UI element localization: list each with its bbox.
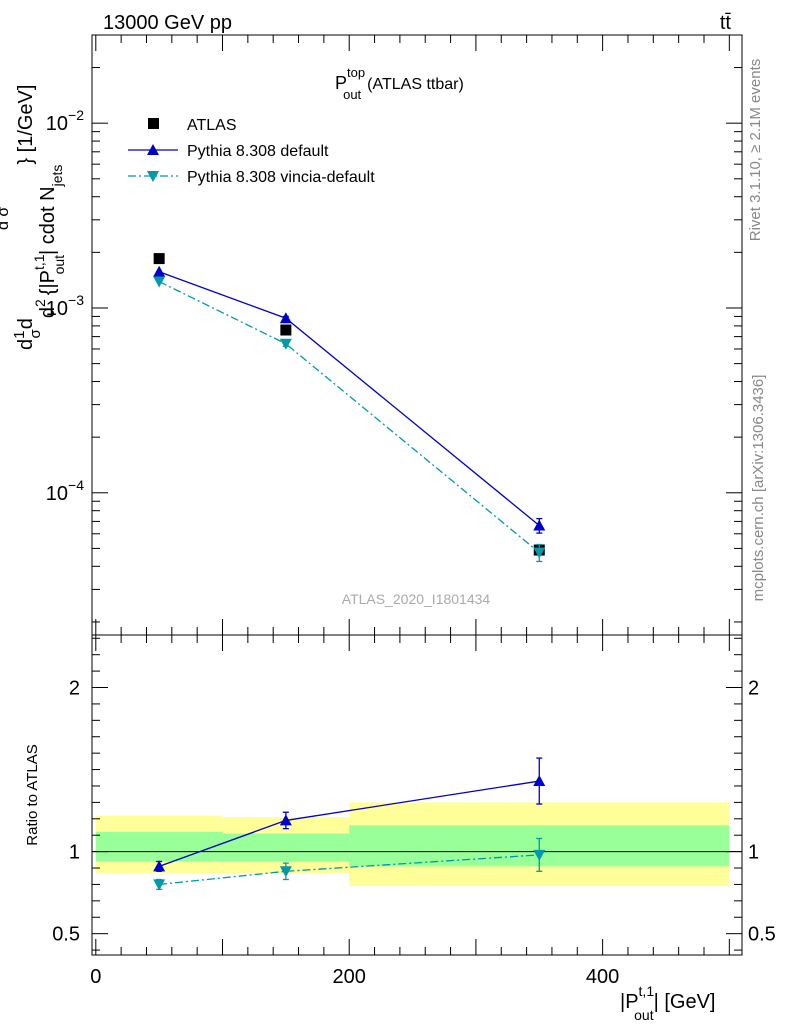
main-y-tick-label: 10−2 xyxy=(46,107,84,135)
ylabel-cdot: | cdot N xyxy=(37,186,59,255)
y-axis-label-numerator: d σfid xyxy=(0,194,12,230)
ylabel-frac-top: 1 xyxy=(11,331,28,339)
uncertainty-band-green xyxy=(222,833,350,862)
plot-title: Ptop out (ATLAS ttbar) xyxy=(335,65,464,102)
ylabel-p-sub: out xyxy=(51,255,67,275)
x-tick-label: 0 xyxy=(90,966,101,988)
data-point-atlas xyxy=(153,253,165,265)
legend: ATLAS Pythia 8.308 default Pythia 8.308 … xyxy=(128,117,375,186)
ratio-axis-ticks: 0.5 0.5 1 1 2 2 0 200 400 xyxy=(52,635,776,988)
ylabel-d2: d xyxy=(37,307,59,318)
ratio-y-tick-label-right: 0.5 xyxy=(748,924,776,946)
main-panel: 10−4 10−3 10−2 Ptop out (ATLAS ttbar) ATLAS_… xyxy=(0,34,743,636)
energy-label: 13000 GeV pp xyxy=(103,12,232,34)
x-tick-label: 200 xyxy=(333,966,366,988)
main-axis-ticks: 10−4 10−3 10−2 xyxy=(46,34,742,635)
legend-marker-vincia xyxy=(147,171,159,182)
ratio-point-default xyxy=(279,814,292,826)
xlabel-suffix: | [GeV] xyxy=(654,991,716,1013)
legend-label-atlas: ATLAS xyxy=(187,117,237,134)
xlabel-sup: t,1 xyxy=(639,983,655,999)
ratio-point-vincia xyxy=(153,879,166,891)
analysis-watermark: ATLAS_2020_I1801434 xyxy=(342,591,491,607)
main-series xyxy=(153,253,546,563)
ylabel-p-sup: t,1 xyxy=(31,254,47,270)
ylabel-cdot-sub: jets xyxy=(49,165,65,188)
y-axis-label: d1σdd2{|Pt,1 out| cdot Njets} [1/GeV] xyxy=(11,85,67,350)
ratio-frame xyxy=(91,634,743,956)
data-point-default xyxy=(153,265,166,277)
ratio-uncertainty-bands xyxy=(92,802,742,887)
mcplots-label: mcplots.cern.ch [arXiv:1306.3436] xyxy=(750,375,767,602)
data-point-vincia xyxy=(533,547,546,559)
x-tick-label: 400 xyxy=(586,966,619,988)
legend-label-vincia: Pythia 8.308 vincia-default xyxy=(187,169,375,186)
data-point-default xyxy=(279,312,292,324)
series-line-vincia xyxy=(158,280,540,554)
ylabel-frac-bottom: σ xyxy=(27,329,44,339)
rivet-label: Rivet 3.1.10, ≥ 2.1M events xyxy=(747,59,764,242)
data-point-atlas xyxy=(280,324,292,336)
ylabel-d2-sup: 2 xyxy=(32,299,48,307)
plot-title-main: P xyxy=(335,73,347,93)
ratio-panel: 0.5 0.5 1 1 2 2 0 200 400 Ratio to ATLAS |Pt,1 ou… xyxy=(24,634,776,1023)
data-point-default xyxy=(533,519,546,531)
ratio-y-axis-label: Ratio to ATLAS xyxy=(24,744,41,845)
ratio-series xyxy=(153,757,546,891)
data-point-vincia xyxy=(153,276,166,288)
ratio-y-tick-label: 0.5 xyxy=(52,924,80,946)
ylabel-brace: {|P xyxy=(37,270,59,295)
ratio-point-vincia xyxy=(279,866,292,878)
ratio-point-default xyxy=(153,860,166,872)
process-label: tt̄ xyxy=(720,12,732,34)
xlabel-sub: out xyxy=(634,1007,654,1023)
ratio-point-default xyxy=(533,775,546,787)
ratio-point-vincia xyxy=(533,849,546,861)
ratio-y-tick-label-right: 1 xyxy=(748,842,759,864)
legend-label-default: Pythia 8.308 default xyxy=(187,143,329,160)
legend-marker-atlas xyxy=(148,118,159,129)
ratio-y-tick-label: 2 xyxy=(69,678,80,700)
plot-title-suffix: (ATLAS ttbar) xyxy=(367,76,464,93)
plot-title-sup: top xyxy=(347,65,365,80)
plot-title-sub: out xyxy=(343,87,361,102)
x-axis-label: |Pt,1 out| [GeV] xyxy=(620,983,715,1023)
data-point-vincia xyxy=(279,338,292,350)
ratio-y-tick-label-right: 2 xyxy=(748,678,759,700)
uncertainty-band-green xyxy=(95,831,223,862)
main-y-tick-label: 10−4 xyxy=(46,477,84,505)
xlabel-main: |P xyxy=(620,991,639,1013)
legend-marker-default xyxy=(147,144,159,155)
ylabel-prefix: d xyxy=(15,339,37,350)
ylabel-d: d xyxy=(15,318,37,329)
series-line-default xyxy=(158,271,540,527)
ratio-y-tick-label: 1 xyxy=(69,842,80,864)
ylabel-close: } [1/GeV] xyxy=(15,85,37,165)
main-y-tick-label: 10−3 xyxy=(46,292,84,320)
